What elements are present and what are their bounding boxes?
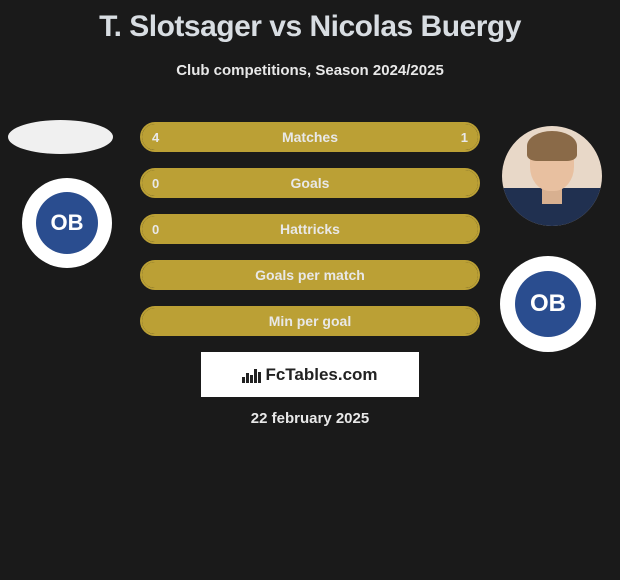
fctables-branding: FcTables.com — [201, 352, 419, 397]
club-badge-text-right: OB — [515, 271, 581, 337]
stat-label: Min per goal — [142, 313, 478, 329]
stat-label: Goals per match — [142, 267, 478, 283]
stat-row-hattricks: 0 Hattricks — [140, 214, 480, 244]
player-left-club-badge: OB — [22, 178, 112, 268]
bar-chart-icon — [242, 367, 261, 383]
stat-label: Matches — [142, 129, 478, 145]
stat-row-matches: 4 Matches 1 — [140, 122, 480, 152]
stat-label: Hattricks — [142, 221, 478, 237]
club-badge-text-left: OB — [36, 192, 98, 254]
fctables-text: FcTables.com — [265, 365, 377, 385]
player-right-avatar — [502, 126, 602, 226]
stat-label: Goals — [142, 175, 478, 191]
player-left-avatar — [8, 120, 113, 154]
footer-date: 22 february 2025 — [0, 410, 620, 427]
page-subtitle: Club competitions, Season 2024/2025 — [0, 62, 620, 79]
stats-area: 4 Matches 1 0 Goals 0 Hattricks Goals pe… — [140, 122, 480, 352]
page-title: T. Slotsager vs Nicolas Buergy — [0, 0, 620, 44]
stat-row-goals: 0 Goals — [140, 168, 480, 198]
stat-row-min-per-goal: Min per goal — [140, 306, 480, 336]
stat-value-right: 1 — [461, 130, 468, 145]
stat-row-goals-per-match: Goals per match — [140, 260, 480, 290]
player-right-club-badge: OB — [500, 256, 596, 352]
